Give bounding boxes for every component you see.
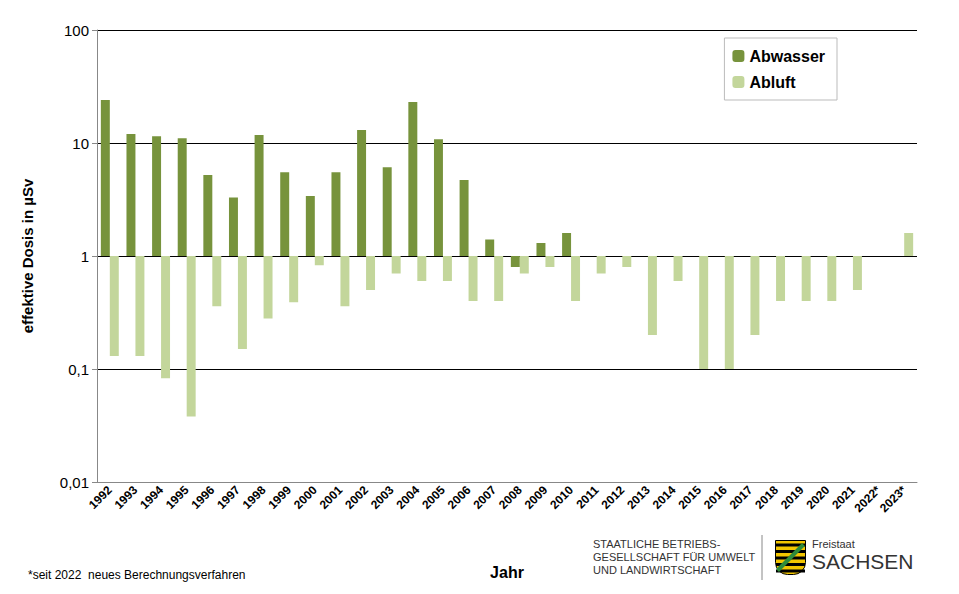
svg-text:2010: 2010 (547, 483, 576, 512)
svg-text:UND LANDWIRTSCHAFT: UND LANDWIRTSCHAFT (593, 564, 721, 576)
svg-text:Abwasser: Abwasser (749, 48, 825, 65)
svg-text:2000: 2000 (291, 483, 320, 512)
svg-text:100: 100 (64, 22, 89, 39)
svg-text:2013: 2013 (624, 483, 653, 512)
svg-text:1997: 1997 (214, 483, 243, 512)
svg-text:STAATLICHE BETRIEBS-: STAATLICHE BETRIEBS- (593, 538, 721, 550)
svg-text:1999: 1999 (265, 483, 294, 512)
svg-text:2004: 2004 (394, 483, 423, 512)
svg-text:SACHSEN: SACHSEN (812, 550, 914, 573)
svg-text:1996: 1996 (189, 483, 218, 512)
svg-text:*seit 2022 neues Berechnungsv: *seit 2022 neues Berechnungsverfahren (28, 568, 245, 582)
svg-text:2021: 2021 (829, 483, 858, 512)
svg-text:2007: 2007 (470, 483, 499, 512)
svg-text:0,01: 0,01 (60, 474, 89, 491)
svg-text:2018: 2018 (752, 483, 781, 512)
svg-text:1994: 1994 (137, 483, 166, 512)
svg-text:2022*: 2022* (851, 483, 883, 515)
svg-text:1: 1 (81, 248, 89, 265)
svg-text:Abluft: Abluft (749, 74, 796, 91)
svg-text:GESELLSCHAFT FÜR UMWELT: GESELLSCHAFT FÜR UMWELT (593, 551, 755, 563)
svg-text:1993: 1993 (112, 483, 141, 512)
svg-text:2006: 2006 (445, 483, 474, 512)
svg-text:2020: 2020 (804, 483, 833, 512)
svg-text:2005: 2005 (419, 483, 448, 512)
svg-text:Freistaat: Freistaat (812, 538, 855, 550)
svg-text:1992: 1992 (86, 483, 115, 512)
svg-text:2015: 2015 (675, 483, 704, 512)
svg-text:10: 10 (72, 135, 89, 152)
svg-text:1998: 1998 (240, 483, 269, 512)
svg-text:2001: 2001 (317, 483, 346, 512)
svg-text:Jahr: Jahr (490, 564, 524, 581)
svg-text:2011: 2011 (573, 483, 602, 512)
svg-text:2016: 2016 (701, 483, 730, 512)
svg-text:2014: 2014 (650, 483, 679, 512)
svg-text:2009: 2009 (522, 483, 551, 512)
svg-text:2023*: 2023* (877, 483, 909, 515)
svg-text:effektive Dosis in µSv: effektive Dosis in µSv (19, 178, 36, 333)
svg-text:0,1: 0,1 (68, 361, 89, 378)
svg-text:2002: 2002 (342, 483, 371, 512)
svg-text:2008: 2008 (496, 483, 525, 512)
svg-text:2019: 2019 (778, 483, 807, 512)
svg-text:2003: 2003 (368, 483, 397, 512)
svg-text:1995: 1995 (163, 483, 192, 512)
svg-text:2012: 2012 (599, 483, 628, 512)
svg-text:2017: 2017 (727, 483, 756, 512)
